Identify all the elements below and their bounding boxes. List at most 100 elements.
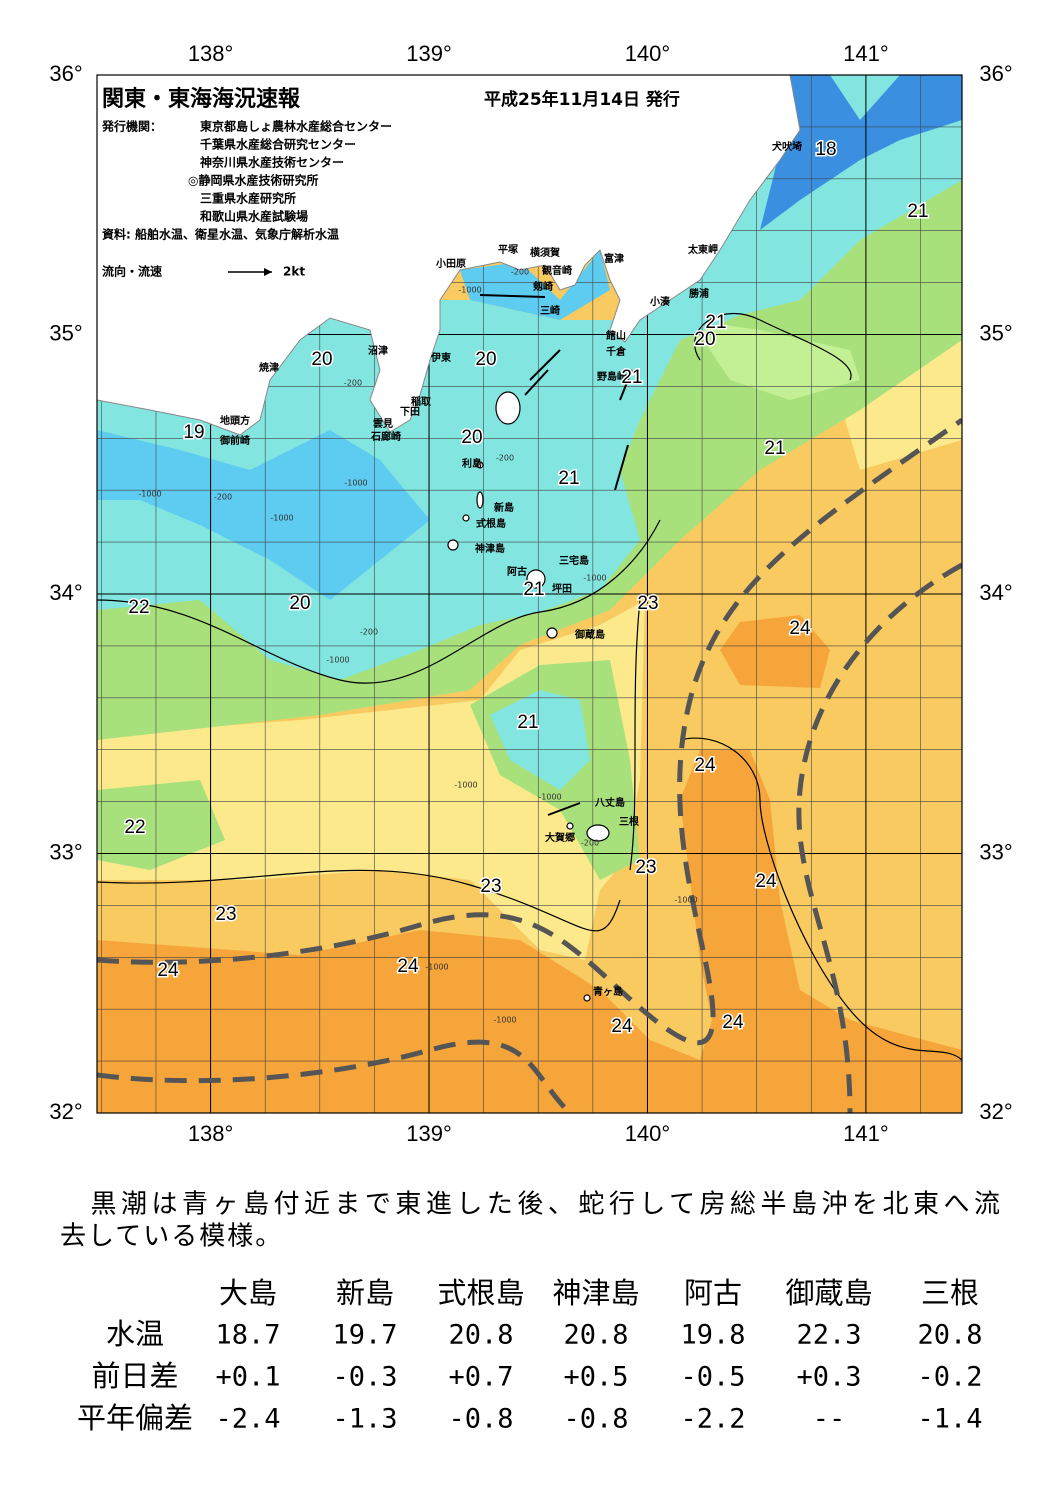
- table-cell: -1.3: [332, 1404, 397, 1435]
- depth-label: -1000: [538, 793, 561, 802]
- table-cell: -0.8: [563, 1404, 628, 1435]
- isotherm-label: 20: [475, 349, 496, 370]
- table-header: 式根島: [437, 1276, 524, 1310]
- table-header: 御蔵島: [785, 1276, 872, 1310]
- isotherm: [679, 737, 962, 1061]
- kuroshio-axis: [97, 417, 962, 1113]
- table-cell: +0.1: [215, 1362, 280, 1393]
- table-cell: 20.8: [563, 1320, 628, 1351]
- isotherm-label: 24: [722, 1012, 744, 1033]
- lon-tick-label: 139°: [406, 41, 452, 66]
- isotherm: [97, 519, 661, 684]
- table-cell: -2.4: [215, 1404, 280, 1435]
- place-name: 雲見: [373, 418, 393, 430]
- depth-label: -1000: [493, 1016, 516, 1025]
- lat-tick-label: 32°: [979, 1099, 1012, 1124]
- isotherm-label: 24: [611, 1016, 633, 1037]
- graticule: [97, 75, 962, 1113]
- lat-tick-label: 34°: [49, 580, 82, 605]
- table-cell: -0.8: [448, 1404, 513, 1435]
- depth-label: -1000: [344, 479, 367, 488]
- lat-tick-label: 33°: [49, 839, 82, 864]
- isotherm-label: 19: [183, 422, 204, 443]
- table-cell: -0.5: [680, 1362, 745, 1393]
- table-cell: -1.4: [917, 1404, 982, 1435]
- isotherm-label: 24: [694, 755, 716, 776]
- depth-label: -200: [360, 628, 378, 637]
- lon-tick-label: 141°: [843, 41, 889, 66]
- place-name: 三宅島: [559, 554, 589, 567]
- lat-tick-label: 36°: [49, 61, 82, 86]
- depth-label: -200: [581, 839, 599, 848]
- depth-label: -1000: [458, 286, 481, 295]
- place-name: 大賀郷: [545, 831, 575, 844]
- legend-arrowhead: [264, 268, 272, 276]
- issuer: 神奈川県水産技術センター: [200, 155, 344, 170]
- issuer: 三重県水産研究所: [200, 191, 296, 206]
- place-name: 野島崎: [597, 370, 627, 383]
- place-name: 富津: [604, 252, 624, 265]
- issue-date: 平成25年11月14日 発行: [484, 89, 680, 110]
- place-name: 地頭方: [220, 414, 250, 427]
- place-name: 神津島: [475, 542, 505, 555]
- isotherm-label: 20: [311, 349, 332, 370]
- table-cell: +0.3: [796, 1362, 861, 1393]
- sea-zone: [720, 615, 830, 688]
- isotherm-label: 21: [705, 312, 726, 333]
- depth-label: -1000: [454, 781, 477, 790]
- depth-label: -1000: [270, 514, 293, 523]
- place-name: 八丈島: [594, 796, 625, 809]
- island: [447, 539, 459, 551]
- sea-zone: [97, 430, 430, 600]
- isotherm-label: 21: [907, 201, 928, 222]
- issuer: 和歌山県水産試験場: [199, 209, 308, 224]
- isotherm-label: 21: [764, 438, 785, 459]
- place-name: 剱崎: [532, 280, 553, 293]
- isotherm-label: 18: [815, 139, 836, 160]
- island: [495, 391, 521, 425]
- island: [462, 514, 470, 522]
- place-name: 観音崎: [542, 264, 572, 277]
- current-arrow: [547, 802, 581, 816]
- table-cell: 20.8: [448, 1320, 513, 1351]
- lat-tick-label: 33°: [979, 839, 1012, 864]
- place-name: 新島: [494, 501, 514, 514]
- depth-label: -200: [496, 454, 514, 463]
- map-title: 関東・東海海況速報: [102, 86, 301, 112]
- lat-tick-label: 35°: [979, 320, 1012, 345]
- isotherm-label: 24: [755, 871, 777, 892]
- sea-zone: [97, 750, 962, 1113]
- sea-zone: [690, 320, 860, 400]
- place-name: 横須賀: [530, 246, 560, 259]
- isotherm-label: 20: [694, 329, 715, 350]
- table-cell: 19.8: [680, 1320, 745, 1351]
- table-cell: -2.2: [680, 1404, 745, 1435]
- isotherm-label: 24: [789, 618, 811, 639]
- lat-tick-label: 36°: [979, 61, 1012, 86]
- table-cell: 20.8: [917, 1320, 982, 1351]
- sea-zone: [97, 780, 225, 870]
- depth-label: -1000: [326, 656, 349, 665]
- depth-label: -200: [511, 268, 529, 277]
- table-cell: 19.7: [332, 1320, 397, 1351]
- table-cell: 18.7: [215, 1320, 280, 1351]
- depth-label: -200: [344, 379, 362, 388]
- isotherm: [629, 599, 641, 871]
- place-name: 平塚: [498, 243, 518, 256]
- land: [97, 75, 801, 436]
- kuroshio-line: [796, 562, 962, 1113]
- depth-label: -1000: [583, 574, 606, 583]
- place-name: 太東岬: [687, 243, 718, 256]
- place-name: 下田: [400, 406, 420, 418]
- current-arrow: [614, 444, 629, 491]
- isotherm-label: 23: [637, 593, 658, 614]
- isotherm-label: 23: [215, 904, 236, 925]
- table-cell: +0.5: [563, 1362, 628, 1393]
- island: [526, 569, 546, 589]
- map-frame: [96, 74, 963, 1114]
- summary-line: 去している模様。: [60, 1222, 283, 1252]
- table-cell: +0.7: [448, 1362, 513, 1393]
- isotherm-label: 22: [124, 817, 145, 838]
